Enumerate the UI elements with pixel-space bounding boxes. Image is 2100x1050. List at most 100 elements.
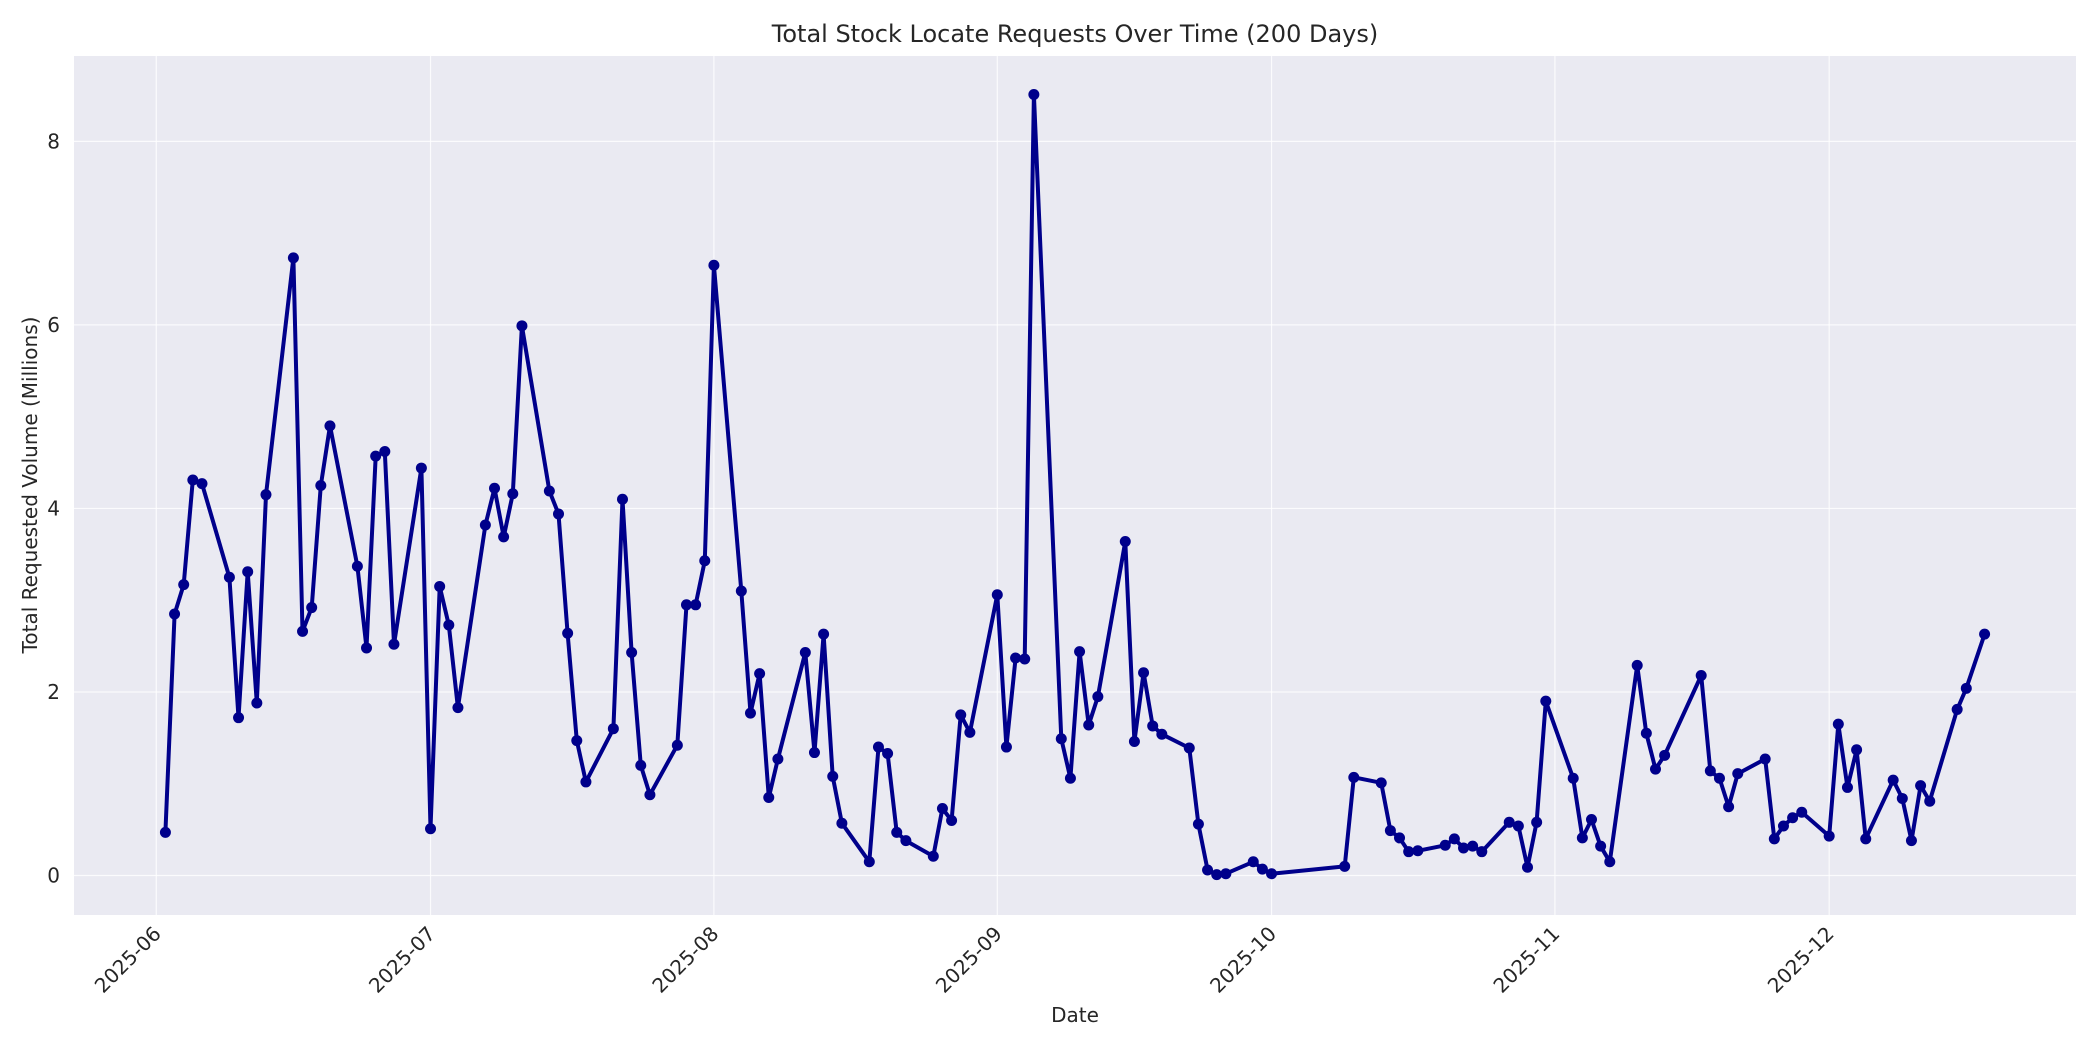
data-point [306, 602, 318, 614]
data-point [1064, 772, 1076, 784]
data-point [936, 803, 948, 815]
data-point [1384, 825, 1396, 837]
data-point [169, 608, 181, 620]
data-point [900, 835, 912, 847]
data-point [479, 519, 491, 531]
y-tick-label: 0 [47, 864, 60, 888]
data-point [562, 627, 574, 639]
data-point [690, 599, 702, 611]
data-point [808, 747, 820, 759]
data-point [1576, 832, 1588, 844]
data-point [1896, 792, 1908, 804]
data-point [1028, 89, 1040, 101]
data-point [1138, 667, 1150, 679]
data-point [763, 792, 775, 804]
data-point [1458, 842, 1470, 854]
data-point [1266, 868, 1278, 880]
data-point [1019, 653, 1031, 665]
y-tick-label: 8 [47, 129, 60, 153]
y-axis-ticks: 0 2 4 6 8 [47, 129, 60, 887]
data-point [1540, 695, 1552, 707]
data-point [1960, 682, 1972, 694]
data-point [1851, 744, 1863, 756]
data-point [1604, 856, 1616, 868]
data-point [242, 566, 254, 578]
data-point [425, 823, 437, 835]
data-point [1704, 765, 1716, 777]
data-point [361, 642, 373, 654]
data-point [708, 259, 720, 271]
data-point [1768, 833, 1780, 845]
data-point [1467, 840, 1479, 852]
data-point [443, 619, 455, 631]
chart-title: Total Stock Locate Requests Over Time (2… [771, 20, 1378, 48]
data-point [955, 709, 967, 721]
data-point [315, 480, 327, 491]
data-point [882, 747, 894, 759]
data-point [1531, 816, 1543, 828]
data-point [187, 474, 199, 486]
data-point [927, 850, 939, 862]
data-point [223, 571, 235, 583]
data-point [571, 735, 583, 747]
data-point [498, 531, 510, 543]
data-point [1759, 753, 1771, 765]
data-point [1147, 720, 1159, 732]
data-point [891, 826, 903, 838]
data-point [1887, 774, 1899, 786]
data-point [507, 488, 519, 500]
data-point [1256, 863, 1268, 875]
data-point [434, 580, 446, 592]
data-point [744, 707, 756, 719]
data-point [863, 856, 875, 868]
data-point [1585, 814, 1597, 826]
data-point [388, 638, 400, 650]
data-point [991, 589, 1003, 601]
data-point [351, 560, 363, 572]
data-point [1119, 535, 1131, 547]
data-point [644, 789, 656, 801]
data-point [1412, 845, 1424, 857]
data-point [1796, 806, 1808, 818]
data-point [370, 450, 382, 462]
data-point [196, 478, 208, 490]
data-point [1339, 860, 1351, 872]
data-point [1183, 742, 1195, 754]
data-point [1156, 728, 1168, 740]
data-point [754, 668, 766, 680]
data-point [799, 647, 811, 659]
data-point [1659, 749, 1671, 761]
data-point [1439, 839, 1451, 851]
data-point [1777, 820, 1789, 832]
data-point [1713, 772, 1725, 784]
data-point [1192, 818, 1204, 830]
data-point [827, 770, 839, 782]
data-point [1010, 652, 1022, 664]
data-point [159, 826, 171, 838]
data-point [1979, 628, 1991, 640]
data-point [1202, 864, 1214, 876]
data-point [1476, 846, 1488, 858]
data-point [1695, 669, 1707, 681]
data-point [1403, 846, 1415, 858]
data-point [553, 508, 565, 520]
series-markers [159, 89, 1991, 881]
data-point [607, 723, 619, 735]
data-point [1211, 869, 1223, 881]
data-point [772, 753, 784, 765]
data-point [580, 776, 592, 788]
data-point [946, 814, 958, 826]
data-point [1000, 741, 1012, 753]
data-point [1905, 835, 1917, 847]
data-point [964, 726, 976, 738]
data-point [379, 446, 391, 458]
data-point [1631, 659, 1643, 671]
data-point [1832, 718, 1844, 730]
data-point [287, 252, 299, 264]
data-point [626, 647, 638, 659]
data-point [543, 485, 555, 497]
data-point [1924, 795, 1936, 807]
data-point [735, 585, 747, 597]
data-point [1348, 771, 1360, 783]
